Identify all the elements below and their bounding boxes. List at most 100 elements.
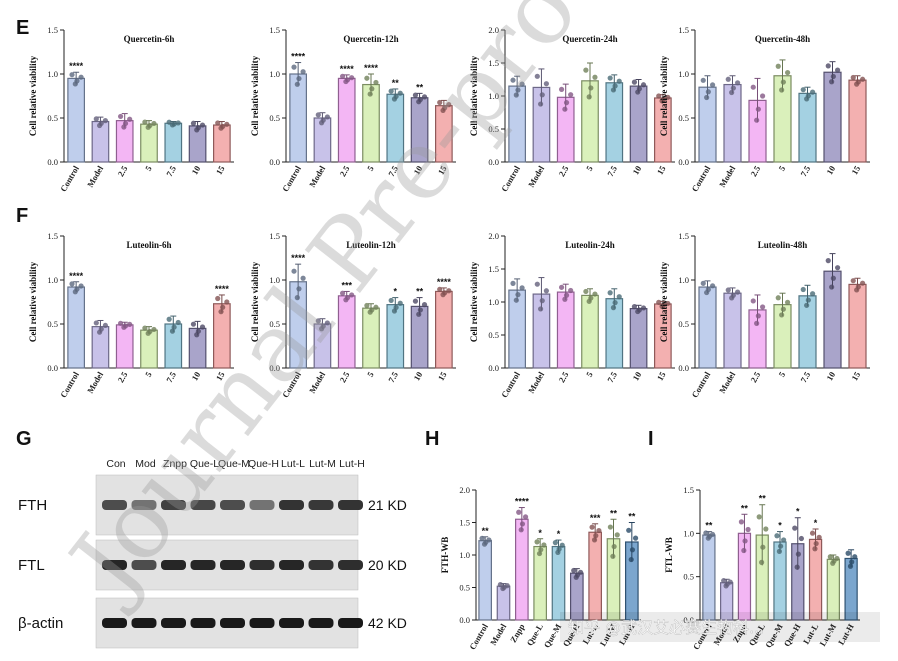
y-tick-label: 2.0 [488, 231, 499, 241]
y-tick-label: 1.0 [269, 69, 280, 79]
x-tick-label: 7.5 [386, 164, 400, 178]
data-point [224, 299, 230, 305]
y-tick-label: 0.5 [488, 330, 499, 340]
data-point [391, 96, 398, 102]
data-point [218, 125, 224, 131]
x-tick-label: 2.5 [115, 370, 129, 384]
data-point [610, 87, 617, 93]
blot-kd-label: 21 KD [368, 497, 407, 513]
significance-label: * [557, 529, 561, 539]
x-tick-label: 7.5 [798, 370, 812, 384]
data-point [614, 532, 620, 538]
data-point [800, 286, 806, 293]
chart-q6: 0.0 0.5 1.0 1.5 Cell relative viability Querc… [28, 25, 234, 193]
data-point [827, 554, 833, 560]
bar [67, 77, 85, 163]
data-point [628, 556, 634, 563]
x-tick-label: Que-M [542, 622, 564, 649]
y-axis-label: Cell relative viability [469, 261, 479, 342]
data-point [417, 307, 423, 313]
x-tick-label: 15 [436, 370, 449, 382]
x-tick-label: 15 [849, 164, 862, 176]
data-point [486, 537, 492, 543]
chart-title: Luteolin-48h [758, 240, 808, 250]
x-tick-label: 10 [411, 370, 424, 382]
data-point [534, 73, 540, 79]
x-tick-label: Model [526, 369, 547, 395]
data-point [834, 555, 840, 562]
data-point [534, 281, 540, 287]
data-point [151, 326, 157, 333]
significance-label: * [814, 518, 818, 528]
data-point [78, 283, 84, 289]
x-tick-label: 10 [824, 164, 837, 176]
data-point [586, 298, 592, 304]
data-point [754, 320, 760, 326]
data-point [721, 578, 727, 584]
data-point [538, 547, 544, 553]
data-point [710, 82, 716, 88]
data-point [586, 94, 592, 100]
corner-watermark-bg [560, 612, 880, 642]
bar-charts: 0.0 0.5 1.0 1.5 Cell relative viability Querc… [28, 25, 870, 651]
data-point [780, 79, 786, 85]
y-tick-label: 0.5 [269, 113, 280, 123]
data-point [373, 79, 379, 86]
data-point [710, 283, 716, 289]
significance-label: ** [482, 526, 490, 536]
data-point [813, 540, 819, 547]
y-tick-label: 1.5 [269, 231, 280, 241]
data-point [481, 541, 488, 547]
x-tick-label: 15 [655, 370, 668, 382]
data-point [72, 81, 78, 87]
data-point [538, 101, 544, 107]
data-point [750, 298, 756, 304]
data-point [199, 122, 206, 128]
y-tick-label: 1.5 [488, 264, 499, 274]
data-point [300, 69, 306, 75]
blot-band [338, 618, 363, 628]
x-tick-label: Model [526, 163, 547, 189]
blot-band [249, 500, 275, 510]
data-point [117, 113, 124, 120]
x-tick-label: 7.5 [164, 164, 178, 178]
y-tick-label: 0.0 [683, 615, 694, 625]
data-point [577, 569, 584, 575]
y-axis-label: Cell relative viability [659, 261, 669, 342]
lane-label: Lut-H [339, 458, 365, 470]
data-point [805, 297, 811, 303]
data-point [169, 122, 176, 128]
data-point [543, 288, 549, 294]
x-tick-label: 2.5 [556, 164, 570, 178]
bar [496, 585, 511, 621]
blot-band [190, 618, 216, 628]
data-point [479, 535, 485, 541]
x-tick-label: Model [488, 621, 509, 647]
blot-band [102, 618, 127, 628]
data-point [775, 295, 781, 301]
data-point [190, 321, 197, 327]
data-point [315, 112, 321, 118]
x-tick-label: 2.5 [748, 164, 762, 178]
x-tick-label: 5 [776, 164, 787, 173]
data-point [607, 75, 613, 81]
data-point [592, 74, 598, 80]
data-point [640, 305, 647, 311]
data-point [626, 527, 632, 533]
bar [698, 286, 717, 369]
significance-label: ** [759, 494, 767, 504]
data-point [518, 527, 524, 533]
data-point [513, 297, 519, 303]
data-point [850, 278, 856, 284]
data-point [830, 275, 836, 281]
y-axis-label: Cell relative viability [28, 261, 38, 342]
y-tick-label: 1.0 [683, 528, 694, 538]
significance-label: **** [437, 277, 452, 287]
significance-label: * [394, 287, 398, 297]
significance-label: **** [291, 52, 306, 62]
data-point [142, 119, 148, 125]
data-point [504, 583, 510, 589]
data-point [343, 78, 349, 85]
x-tick-label: 2.5 [337, 164, 351, 178]
